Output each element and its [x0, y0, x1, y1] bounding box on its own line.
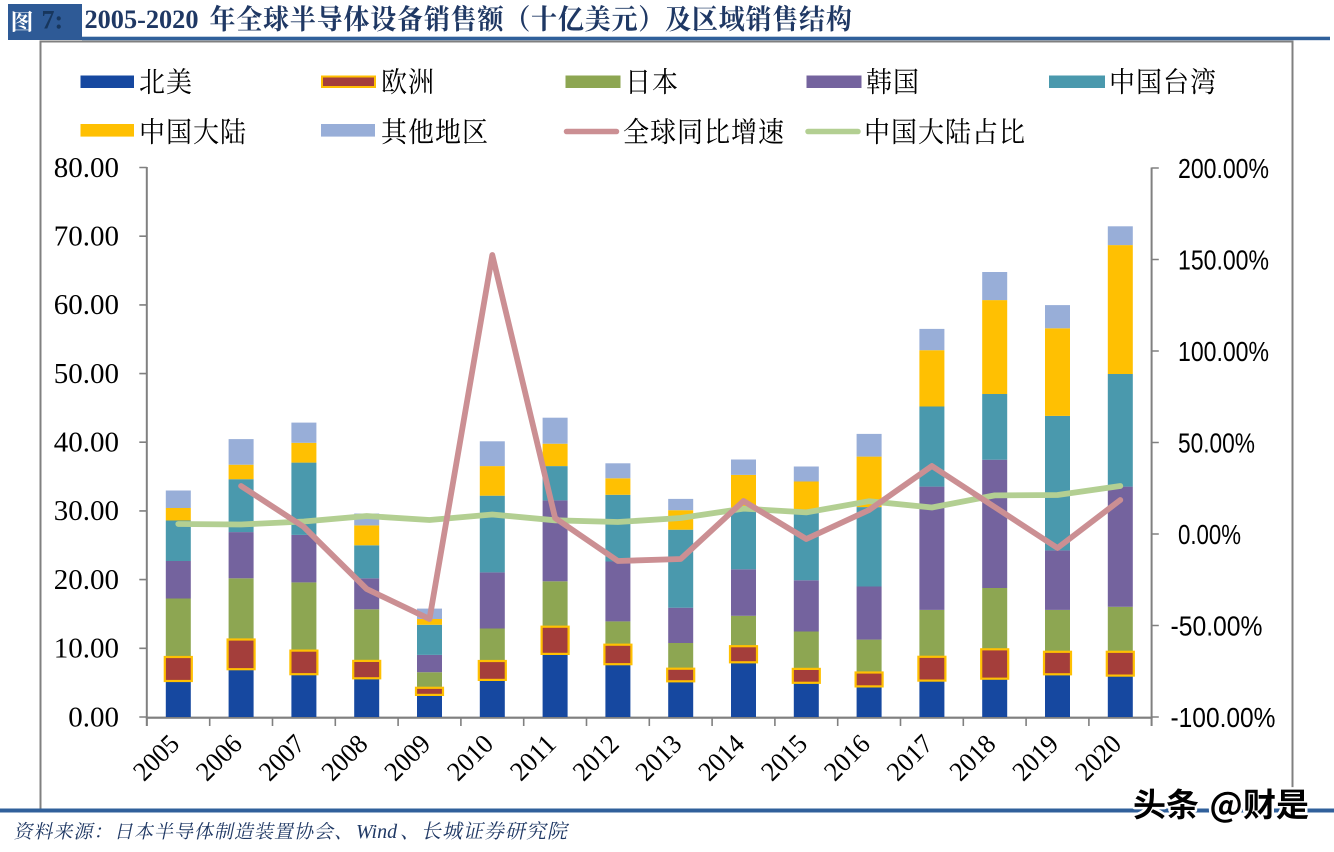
svg-text:2005-2020: 2005-2020	[85, 5, 199, 34]
svg-text:0.00%: 0.00%	[1178, 519, 1241, 550]
svg-text:80.00: 80.00	[54, 152, 119, 184]
svg-text:60.00: 60.00	[54, 289, 119, 321]
svg-text:-100.00%: -100.00%	[1171, 702, 1276, 733]
svg-text:20.00: 20.00	[54, 564, 119, 596]
svg-text:-50.00%: -50.00%	[1171, 611, 1263, 642]
svg-text:200.00%: 200.00%	[1178, 153, 1269, 184]
svg-text:30.00: 30.00	[54, 495, 119, 527]
svg-text:70.00: 70.00	[54, 221, 119, 253]
svg-text:40.00: 40.00	[54, 427, 119, 459]
svg-text:50.00%: 50.00%	[1178, 428, 1255, 459]
svg-text:7:: 7:	[42, 6, 64, 35]
svg-text:10.00: 10.00	[54, 633, 119, 665]
svg-text:0.00: 0.00	[68, 701, 119, 733]
svg-text:150.00%: 150.00%	[1178, 245, 1269, 276]
svg-text:50.00: 50.00	[54, 358, 119, 390]
svg-text:Wind: Wind	[356, 821, 398, 843]
svg-text:100.00%: 100.00%	[1178, 336, 1269, 367]
